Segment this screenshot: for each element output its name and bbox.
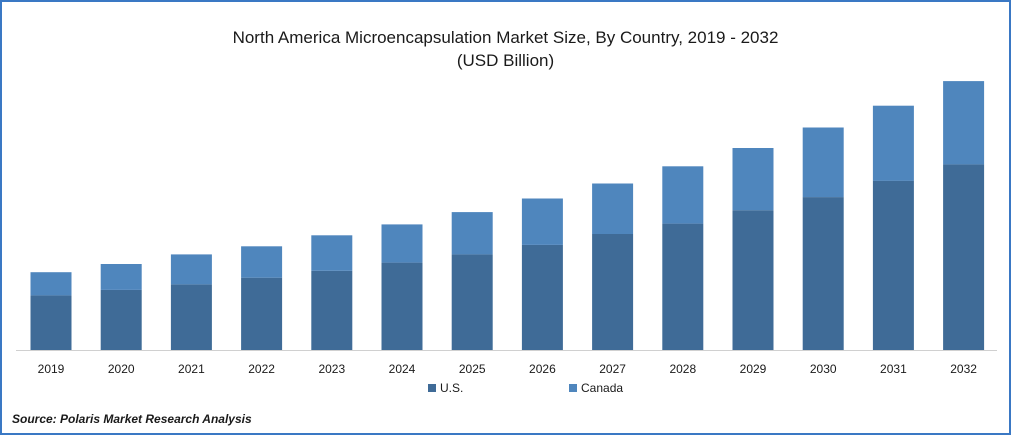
bar-us-2030	[802, 197, 844, 350]
bar-canada-2022	[241, 246, 283, 278]
x-tick-label-2030: 2030	[810, 362, 837, 376]
x-tick-label-2024: 2024	[389, 362, 416, 376]
bar-us-2023	[311, 270, 353, 350]
bar-canada-2024	[381, 224, 423, 263]
chart-subtitle: (USD Billion)	[456, 51, 555, 70]
x-tick-label-2019: 2019	[38, 362, 65, 376]
bar-canada-2019	[30, 272, 72, 296]
bar-us-2024	[381, 262, 423, 350]
bar-canada-2030	[802, 127, 844, 198]
source-note: Source: Polaris Market Research Analysis	[12, 412, 252, 426]
x-tick-label-2028: 2028	[669, 362, 696, 376]
bar-canada-2028	[662, 166, 704, 224]
bar-us-2020	[100, 289, 142, 350]
x-tick-label-2020: 2020	[108, 362, 135, 376]
bar-us-2025	[451, 254, 493, 350]
bar-us-2022	[241, 277, 283, 350]
x-tick-label-2021: 2021	[178, 362, 205, 376]
bar-us-2028	[662, 223, 704, 350]
bar-us-2032	[943, 164, 985, 350]
bar-us-2019	[30, 295, 72, 350]
legend-swatch-canada	[569, 384, 577, 392]
bar-canada-2032	[943, 81, 985, 165]
x-tick-label-2025: 2025	[459, 362, 486, 376]
bar-canada-2021	[170, 254, 212, 285]
x-tick-label-2031: 2031	[880, 362, 907, 376]
x-tick-label-2026: 2026	[529, 362, 556, 376]
bar-canada-2029	[732, 148, 774, 211]
bar-us-2029	[732, 210, 774, 350]
chart-title: North America Microencapsulation Market …	[232, 28, 779, 47]
bar-us-2021	[170, 284, 212, 350]
legend-label-us: U.S.	[440, 381, 463, 395]
legend-swatch-us	[428, 384, 436, 392]
bar-canada-2020	[100, 264, 142, 290]
bar-us-2031	[872, 180, 914, 350]
bar-canada-2023	[311, 235, 353, 271]
x-tick-label-2022: 2022	[248, 362, 275, 376]
bar-canada-2031	[872, 105, 914, 181]
x-tick-label-2032: 2032	[950, 362, 977, 376]
bar-canada-2027	[592, 183, 634, 234]
x-tick-label-2023: 2023	[318, 362, 345, 376]
x-tick-label-2029: 2029	[740, 362, 767, 376]
bar-us-2027	[592, 234, 634, 350]
legend-label-canada: Canada	[581, 381, 623, 395]
bar-us-2026	[521, 244, 563, 350]
bar-canada-2026	[521, 198, 563, 245]
bar-canada-2025	[451, 212, 493, 255]
x-tick-label-2027: 2027	[599, 362, 626, 376]
